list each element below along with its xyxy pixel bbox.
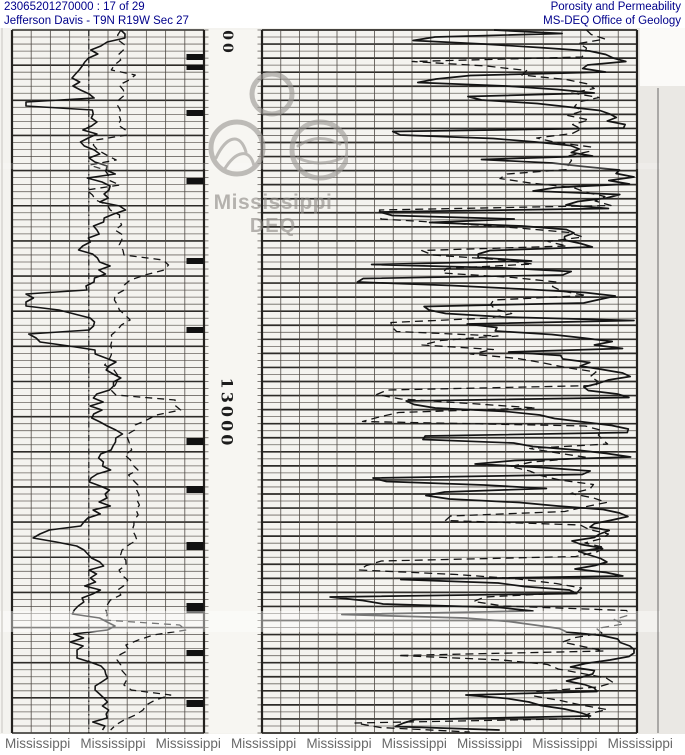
depth-label: 00 (219, 30, 235, 56)
watermark-bottom-item: Mississippi (381, 736, 447, 751)
marker-bar (186, 178, 204, 184)
watermark-bottom-item: Mississippi (230, 736, 297, 751)
watermark-bottom-item: Mississippi (80, 736, 146, 751)
marker-bar (186, 438, 204, 445)
header-right: Porosity and Permeability MS-DEQ Office … (543, 1, 681, 28)
marker-bar (186, 110, 204, 116)
marker-bar (186, 258, 204, 264)
agency-text: MS-DEQ Office of Geology (543, 14, 681, 27)
depth-marker-bars (186, 54, 204, 707)
marker-bar (186, 650, 204, 656)
watermark-bottom-item: Mississippi (5, 736, 71, 751)
log-curves (25, 29, 635, 733)
curve-left-solid (25, 29, 127, 731)
marker-bar (186, 542, 204, 550)
watermark-bottom-item: Mississippi (306, 736, 372, 751)
watermark-bottom-item: Mississippi (532, 736, 598, 751)
marker-bar (186, 700, 204, 707)
marker-bar (186, 54, 204, 60)
marker-bar (186, 65, 204, 70)
scan-band (0, 611, 660, 632)
well-location-text: Jefferson Davis - T9N R19W Sec 27 (4, 14, 189, 27)
well-id-text: 23065201270000 : 17 of 29 (4, 1, 145, 13)
curve-right-dashed (354, 29, 630, 733)
depth-label: 13000 (217, 377, 237, 449)
header-left: 23065201270000 : 17 of 29 Jefferson Davi… (4, 1, 189, 28)
watermark-bottom-item: Mississippi (456, 736, 523, 751)
marker-bar (186, 327, 204, 333)
grid-lines (10, 29, 639, 734)
right-margin (637, 28, 685, 734)
marker-bar (186, 603, 204, 613)
scan-band (0, 163, 660, 169)
curve-left-dashed (85, 29, 187, 731)
curve-right-solid (329, 29, 635, 731)
watermark-bottom-item: Mississippi (155, 736, 221, 751)
marker-bar (186, 486, 204, 493)
doc-title-text: Porosity and Permeability (550, 1, 681, 13)
watermark-bottom-item: Mississippi (607, 736, 673, 751)
watermark-bottom-row: Mississippi Mississippi Mississippi Mississ… (5, 736, 673, 751)
